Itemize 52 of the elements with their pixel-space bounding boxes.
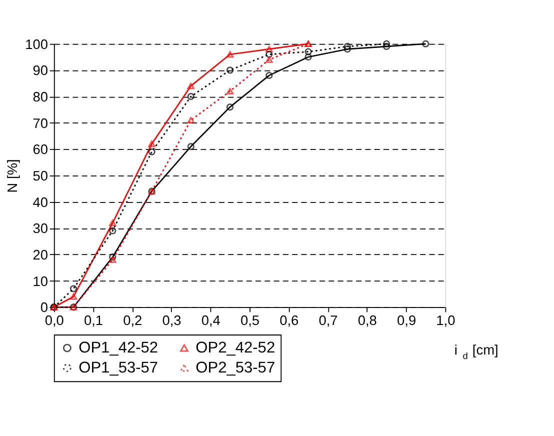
point [187, 142, 194, 150]
x-tick-label: 0,8 [358, 312, 378, 328]
x-tick-label: 0,1 [84, 312, 104, 328]
legend-label: OP1_53-57 [78, 359, 158, 376]
y-axis-title: N [%] [4, 159, 20, 193]
point [148, 148, 156, 156]
point [382, 42, 390, 50]
x-tick-label: 0,3 [162, 312, 182, 328]
y-tick-label: 40 [32, 194, 48, 210]
point [70, 285, 78, 292]
point [226, 51, 234, 58]
y-tick-label: 70 [32, 116, 48, 131]
point [109, 227, 116, 234]
y-tick-label: 80 [32, 90, 48, 105]
legend-label: OP2_53-57 [196, 359, 276, 376]
y-tick-label: 50 [32, 168, 48, 184]
legend-label: OP2_42-52 [196, 340, 276, 357]
x-tick-label: 1,0 [436, 312, 456, 328]
point [109, 220, 116, 226]
y-tick-label: 10 [32, 274, 48, 289]
point [187, 82, 194, 90]
point [382, 40, 390, 48]
point [226, 66, 234, 74]
x-tick-label: 0,4 [201, 312, 221, 328]
point [266, 72, 273, 80]
legend-label: OP1_42-52 [78, 340, 158, 357]
x-tick-label: 0,7 [318, 312, 338, 328]
point [109, 256, 116, 263]
point [344, 42, 351, 50]
point [344, 46, 351, 53]
point [266, 50, 273, 58]
point [226, 88, 234, 94]
point [266, 56, 273, 63]
y-tick-label: 100 [25, 36, 48, 52]
y-tick-label: 60 [32, 142, 48, 158]
point [148, 140, 156, 148]
y-tick-label: 0 [40, 300, 48, 316]
point [187, 92, 194, 100]
point [70, 293, 78, 300]
point [226, 103, 234, 111]
point [187, 117, 194, 124]
point [304, 48, 312, 56]
x-tick-label: 0,6 [280, 312, 300, 328]
x-tick-label: 0,9 [397, 312, 416, 328]
x-tick-label: 0,2 [123, 312, 142, 328]
y-tick-label: 30 [32, 221, 48, 236]
point [266, 46, 273, 52]
x-tick-label: 0,5 [240, 312, 260, 328]
y-tick-label: 90 [32, 63, 48, 78]
y-tick-label: 20 [32, 248, 48, 263]
point [304, 53, 312, 61]
x-tick-label: 0,0 [44, 312, 64, 328]
